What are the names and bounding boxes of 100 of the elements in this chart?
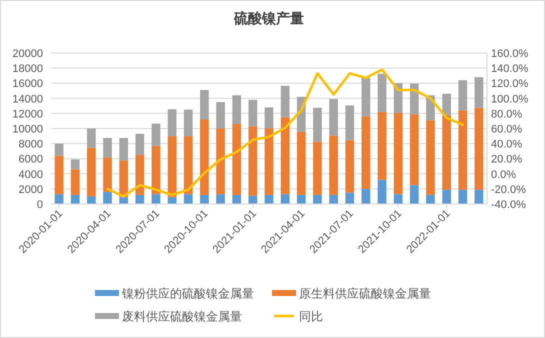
y-tick-label: 0 bbox=[36, 199, 43, 211]
bar bbox=[264, 128, 274, 195]
y2-tick-label: 40.0% bbox=[491, 138, 522, 151]
bar bbox=[362, 116, 370, 189]
bar bbox=[168, 109, 176, 136]
bar bbox=[54, 144, 64, 156]
bar bbox=[458, 80, 468, 110]
bar bbox=[232, 124, 242, 195]
bar bbox=[232, 194, 242, 204]
bar bbox=[362, 78, 370, 116]
bar bbox=[87, 196, 96, 204]
bar bbox=[103, 138, 112, 158]
bar bbox=[345, 140, 354, 193]
bar bbox=[119, 160, 128, 198]
bar bbox=[87, 148, 96, 196]
bar bbox=[345, 105, 354, 140]
y-tick-label: 8000 bbox=[18, 138, 43, 151]
bar bbox=[426, 120, 435, 195]
bar bbox=[119, 138, 128, 161]
bar bbox=[184, 194, 193, 204]
bar bbox=[313, 108, 322, 142]
bar bbox=[152, 194, 160, 204]
bar bbox=[329, 194, 338, 204]
y2-tick-label: 80.0% bbox=[491, 108, 522, 120]
y2-tick-label: -20.0% bbox=[491, 184, 526, 196]
bar bbox=[378, 180, 386, 204]
bar bbox=[313, 142, 322, 195]
bar bbox=[264, 194, 274, 204]
bar bbox=[362, 188, 370, 204]
bar bbox=[168, 197, 176, 204]
bar bbox=[103, 192, 112, 204]
bar bbox=[216, 194, 225, 204]
bar bbox=[264, 107, 274, 128]
bar bbox=[232, 95, 242, 124]
bar bbox=[54, 156, 64, 194]
y-tick-label: 10000 bbox=[12, 124, 43, 136]
chart-title: 硫酸镍产量 bbox=[233, 10, 304, 26]
y2-tick-label: 0.0% bbox=[491, 168, 516, 181]
y-tick-label: 12000 bbox=[12, 108, 43, 120]
bar bbox=[216, 128, 225, 194]
bar bbox=[135, 154, 144, 195]
y2-tick-label: 20.0% bbox=[491, 154, 522, 166]
bar bbox=[248, 126, 258, 196]
y-tick-label: 20000 bbox=[12, 48, 43, 60]
legend-label: 废料供应硫酸镍金属量 bbox=[122, 310, 242, 324]
bar bbox=[200, 194, 209, 204]
bar bbox=[458, 110, 468, 190]
y-tick-label: 16000 bbox=[12, 78, 43, 90]
y-tick-label: 2000 bbox=[18, 184, 43, 196]
bar bbox=[378, 74, 386, 112]
bar bbox=[329, 136, 338, 195]
bar bbox=[152, 124, 160, 146]
bar bbox=[184, 136, 193, 194]
bar bbox=[248, 196, 258, 204]
bar bbox=[296, 194, 306, 204]
bar bbox=[442, 94, 451, 116]
y2-tick-label: -40.0% bbox=[491, 199, 526, 211]
bar bbox=[329, 99, 338, 136]
bar bbox=[442, 115, 451, 190]
bar bbox=[135, 134, 144, 155]
bar bbox=[70, 169, 80, 195]
bar bbox=[394, 194, 403, 204]
y-tick-label: 4000 bbox=[18, 168, 43, 181]
bar bbox=[410, 114, 419, 186]
bar bbox=[168, 136, 176, 198]
bar bbox=[200, 90, 209, 120]
bar bbox=[184, 110, 193, 136]
legend-label: 同比 bbox=[299, 310, 323, 324]
bar bbox=[426, 194, 435, 204]
bar bbox=[410, 185, 419, 204]
bar bbox=[200, 119, 209, 195]
y2-tick-label: 140.0% bbox=[491, 63, 529, 76]
bar bbox=[70, 194, 80, 204]
y-tick-label: 6000 bbox=[18, 154, 43, 166]
bar bbox=[378, 112, 386, 180]
bar bbox=[458, 190, 468, 204]
bar bbox=[296, 132, 306, 195]
bar bbox=[54, 194, 64, 204]
bar bbox=[280, 117, 290, 194]
bar bbox=[87, 128, 96, 148]
bar bbox=[474, 77, 484, 108]
bar bbox=[248, 100, 258, 126]
bar bbox=[313, 194, 322, 204]
bar bbox=[442, 190, 451, 204]
legend-label: 镍粉供应的硫酸镍金属量 bbox=[121, 286, 254, 300]
bar bbox=[103, 158, 112, 192]
bar bbox=[135, 194, 144, 204]
y2-tick-label: 100.0% bbox=[491, 93, 529, 106]
y-tick-label: 18000 bbox=[12, 63, 43, 76]
bar bbox=[394, 113, 403, 194]
y-tick-label: 14000 bbox=[12, 93, 43, 106]
bar bbox=[474, 190, 484, 204]
y2-tick-label: 60.0% bbox=[491, 124, 522, 136]
bar bbox=[216, 102, 225, 128]
legend-label: 原生料供应硫酸镍金属量 bbox=[299, 286, 431, 300]
bar bbox=[345, 192, 354, 204]
y2-tick-label: 120.0% bbox=[491, 78, 529, 90]
bar bbox=[70, 159, 80, 170]
bar bbox=[152, 146, 160, 194]
bar bbox=[119, 197, 128, 204]
